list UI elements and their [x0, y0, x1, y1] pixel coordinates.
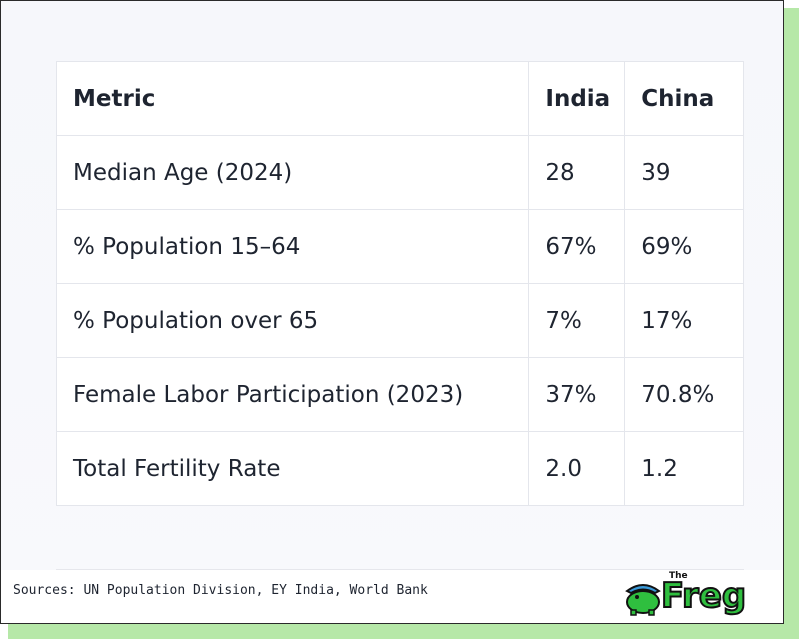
row-china-value: 70.8%: [624, 357, 744, 432]
row-india-value: 7%: [528, 283, 626, 358]
frog-mascot-icon: [625, 584, 661, 616]
table-row: % Population over 65 7% 17%: [55, 283, 744, 358]
sources-text: Sources: UN Population Division, EY Indi…: [13, 583, 428, 598]
table-row: Median Age (2024) 28 39: [55, 135, 744, 210]
row-metric: Median Age (2024): [55, 135, 530, 210]
comparison-table: Metric India China Median Age (2024) 28 …: [55, 61, 744, 506]
logo-wordmark: Freg: [660, 576, 747, 616]
header-china: China: [624, 61, 744, 136]
table-row: Female Labor Participation (2023) 37% 70…: [55, 357, 744, 432]
row-china-value: 1.2: [624, 431, 744, 506]
table-row: % Population 15–64 67% 69%: [55, 209, 744, 284]
row-india-value: 37%: [528, 357, 626, 432]
row-china-value: 39: [624, 135, 744, 210]
brand-logo: The Freg: [621, 571, 781, 619]
row-china-value: 17%: [624, 283, 744, 358]
content-card: Metric India China Median Age (2024) 28 …: [0, 0, 784, 624]
row-metric: % Population over 65: [55, 283, 530, 358]
table-row: Total Fertility Rate 2.0 1.2: [55, 431, 744, 506]
table-header-row: Metric India China: [55, 61, 744, 136]
header-india: India: [528, 61, 626, 136]
row-india-value: 2.0: [528, 431, 626, 506]
row-india-value: 28: [528, 135, 626, 210]
logo-small-text: The: [669, 571, 688, 581]
row-metric: Total Fertility Rate: [55, 431, 530, 506]
row-china-value: 69%: [624, 209, 744, 284]
header-metric: Metric: [55, 61, 530, 136]
row-india-value: 67%: [528, 209, 626, 284]
footer-divider: [56, 569, 744, 570]
row-metric: % Population 15–64: [55, 209, 530, 284]
row-metric: Female Labor Participation (2023): [55, 357, 530, 432]
